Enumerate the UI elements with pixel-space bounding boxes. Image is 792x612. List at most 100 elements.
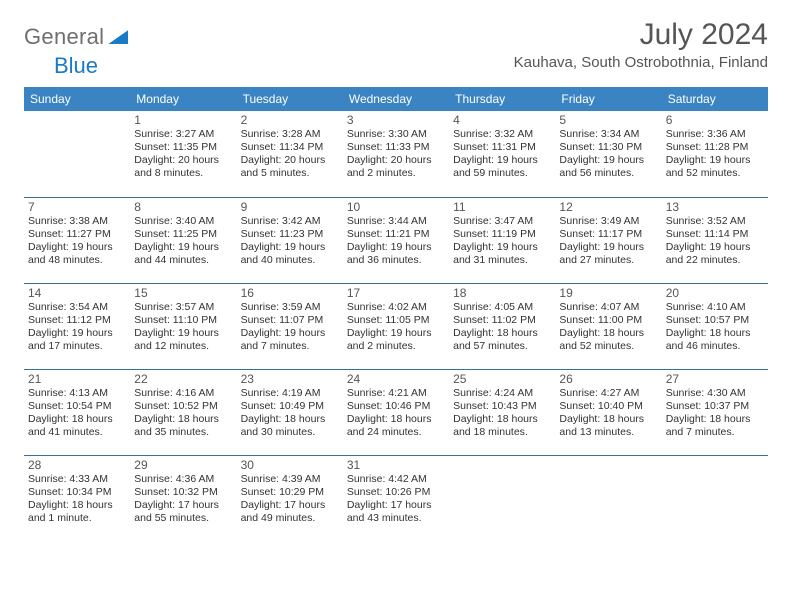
weekday-header: Thursday: [449, 87, 555, 111]
day-number: 30: [241, 458, 339, 472]
day-info: Sunrise: 3:47 AMSunset: 11:19 PMDaylight…: [453, 215, 551, 268]
day-info: Sunrise: 4:13 AMSunset: 10:54 PMDaylight…: [28, 387, 126, 440]
calendar-cell: 25Sunrise: 4:24 AMSunset: 10:43 PMDaylig…: [449, 369, 555, 455]
location-subtitle: Kauhava, South Ostrobothnia, Finland: [514, 54, 768, 71]
day-info: Sunrise: 4:16 AMSunset: 10:52 PMDaylight…: [134, 387, 232, 440]
calendar-cell: 7Sunrise: 3:38 AMSunset: 11:27 PMDayligh…: [24, 197, 130, 283]
day-number: 4: [453, 113, 551, 127]
day-number: 21: [28, 372, 126, 386]
day-info: Sunrise: 3:38 AMSunset: 11:27 PMDaylight…: [28, 215, 126, 268]
calendar-cell: 31Sunrise: 4:42 AMSunset: 10:26 PMDaylig…: [343, 455, 449, 541]
day-number: 9: [241, 200, 339, 214]
calendar-cell: 8Sunrise: 3:40 AMSunset: 11:25 PMDayligh…: [130, 197, 236, 283]
day-info: Sunrise: 4:05 AMSunset: 11:02 PMDaylight…: [453, 301, 551, 354]
calendar-cell: 4Sunrise: 3:32 AMSunset: 11:31 PMDayligh…: [449, 111, 555, 197]
day-number: 29: [134, 458, 232, 472]
day-info: Sunrise: 3:28 AMSunset: 11:34 PMDaylight…: [241, 128, 339, 181]
day-number: 2: [241, 113, 339, 127]
day-number: 18: [453, 286, 551, 300]
day-info: Sunrise: 4:24 AMSunset: 10:43 PMDaylight…: [453, 387, 551, 440]
day-info: Sunrise: 3:27 AMSunset: 11:35 PMDaylight…: [134, 128, 232, 181]
day-number: 24: [347, 372, 445, 386]
calendar-body: 1Sunrise: 3:27 AMSunset: 11:35 PMDayligh…: [24, 111, 768, 541]
day-number: 23: [241, 372, 339, 386]
day-number: 11: [453, 200, 551, 214]
day-info: Sunrise: 4:33 AMSunset: 10:34 PMDaylight…: [28, 473, 126, 526]
day-number: 6: [666, 113, 764, 127]
day-info: Sunrise: 3:42 AMSunset: 11:23 PMDaylight…: [241, 215, 339, 268]
day-info: Sunrise: 4:42 AMSunset: 10:26 PMDaylight…: [347, 473, 445, 526]
day-number: 10: [347, 200, 445, 214]
calendar-cell: [449, 455, 555, 541]
calendar-cell: 27Sunrise: 4:30 AMSunset: 10:37 PMDaylig…: [662, 369, 768, 455]
day-number: 17: [347, 286, 445, 300]
weekday-header: Friday: [555, 87, 661, 111]
weekday-header: Wednesday: [343, 87, 449, 111]
calendar-cell: 13Sunrise: 3:52 AMSunset: 11:14 PMDaylig…: [662, 197, 768, 283]
calendar-cell: [662, 455, 768, 541]
calendar-cell: 2Sunrise: 3:28 AMSunset: 11:34 PMDayligh…: [237, 111, 343, 197]
day-number: 15: [134, 286, 232, 300]
brand-word-1: General: [24, 24, 104, 50]
calendar-cell: 14Sunrise: 3:54 AMSunset: 11:12 PMDaylig…: [24, 283, 130, 369]
day-info: Sunrise: 3:49 AMSunset: 11:17 PMDaylight…: [559, 215, 657, 268]
day-number: 25: [453, 372, 551, 386]
day-number: 1: [134, 113, 232, 127]
day-info: Sunrise: 3:59 AMSunset: 11:07 PMDaylight…: [241, 301, 339, 354]
calendar-cell: 12Sunrise: 3:49 AMSunset: 11:17 PMDaylig…: [555, 197, 661, 283]
calendar-cell: 26Sunrise: 4:27 AMSunset: 10:40 PMDaylig…: [555, 369, 661, 455]
calendar-cell: 22Sunrise: 4:16 AMSunset: 10:52 PMDaylig…: [130, 369, 236, 455]
day-number: 20: [666, 286, 764, 300]
day-info: Sunrise: 3:30 AMSunset: 11:33 PMDaylight…: [347, 128, 445, 181]
day-info: Sunrise: 4:10 AMSunset: 10:57 PMDaylight…: [666, 301, 764, 354]
page-title: July 2024: [514, 18, 768, 52]
calendar-row: 1Sunrise: 3:27 AMSunset: 11:35 PMDayligh…: [24, 111, 768, 197]
calendar-cell: 18Sunrise: 4:05 AMSunset: 11:02 PMDaylig…: [449, 283, 555, 369]
day-number: 12: [559, 200, 657, 214]
title-block: July 2024 Kauhava, South Ostrobothnia, F…: [514, 18, 768, 71]
weekday-header: Saturday: [662, 87, 768, 111]
calendar-cell: 24Sunrise: 4:21 AMSunset: 10:46 PMDaylig…: [343, 369, 449, 455]
day-info: Sunrise: 4:27 AMSunset: 10:40 PMDaylight…: [559, 387, 657, 440]
day-number: 31: [347, 458, 445, 472]
calendar-cell: 1Sunrise: 3:27 AMSunset: 11:35 PMDayligh…: [130, 111, 236, 197]
day-info: Sunrise: 3:36 AMSunset: 11:28 PMDaylight…: [666, 128, 764, 181]
brand-logo: General: [24, 18, 130, 50]
day-number: 14: [28, 286, 126, 300]
calendar-cell: 3Sunrise: 3:30 AMSunset: 11:33 PMDayligh…: [343, 111, 449, 197]
day-number: 19: [559, 286, 657, 300]
calendar-cell: 29Sunrise: 4:36 AMSunset: 10:32 PMDaylig…: [130, 455, 236, 541]
calendar-cell: 16Sunrise: 3:59 AMSunset: 11:07 PMDaylig…: [237, 283, 343, 369]
weekday-header: Monday: [130, 87, 236, 111]
day-number: 13: [666, 200, 764, 214]
day-info: Sunrise: 4:39 AMSunset: 10:29 PMDaylight…: [241, 473, 339, 526]
calendar-table: SundayMondayTuesdayWednesdayThursdayFrid…: [24, 87, 768, 541]
calendar-row: 21Sunrise: 4:13 AMSunset: 10:54 PMDaylig…: [24, 369, 768, 455]
day-number: 22: [134, 372, 232, 386]
calendar-cell: 21Sunrise: 4:13 AMSunset: 10:54 PMDaylig…: [24, 369, 130, 455]
calendar-cell: 20Sunrise: 4:10 AMSunset: 10:57 PMDaylig…: [662, 283, 768, 369]
day-number: 26: [559, 372, 657, 386]
calendar-row: 7Sunrise: 3:38 AMSunset: 11:27 PMDayligh…: [24, 197, 768, 283]
day-info: Sunrise: 3:44 AMSunset: 11:21 PMDaylight…: [347, 215, 445, 268]
calendar-cell: 11Sunrise: 3:47 AMSunset: 11:19 PMDaylig…: [449, 197, 555, 283]
calendar-cell: 6Sunrise: 3:36 AMSunset: 11:28 PMDayligh…: [662, 111, 768, 197]
day-number: 27: [666, 372, 764, 386]
day-info: Sunrise: 4:21 AMSunset: 10:46 PMDaylight…: [347, 387, 445, 440]
day-info: Sunrise: 3:32 AMSunset: 11:31 PMDaylight…: [453, 128, 551, 181]
day-info: Sunrise: 4:30 AMSunset: 10:37 PMDaylight…: [666, 387, 764, 440]
calendar-cell: [24, 111, 130, 197]
weekday-header: Tuesday: [237, 87, 343, 111]
day-info: Sunrise: 3:52 AMSunset: 11:14 PMDaylight…: [666, 215, 764, 268]
calendar-row: 28Sunrise: 4:33 AMSunset: 10:34 PMDaylig…: [24, 455, 768, 541]
brand-word-2: Blue: [54, 53, 98, 78]
calendar-cell: 17Sunrise: 4:02 AMSunset: 11:05 PMDaylig…: [343, 283, 449, 369]
calendar-cell: 30Sunrise: 4:39 AMSunset: 10:29 PMDaylig…: [237, 455, 343, 541]
day-info: Sunrise: 3:34 AMSunset: 11:30 PMDaylight…: [559, 128, 657, 181]
day-info: Sunrise: 3:57 AMSunset: 11:10 PMDaylight…: [134, 301, 232, 354]
triangle-icon: [108, 30, 128, 44]
day-info: Sunrise: 3:40 AMSunset: 11:25 PMDaylight…: [134, 215, 232, 268]
day-number: 16: [241, 286, 339, 300]
day-info: Sunrise: 4:07 AMSunset: 11:00 PMDaylight…: [559, 301, 657, 354]
day-info: Sunrise: 4:02 AMSunset: 11:05 PMDaylight…: [347, 301, 445, 354]
